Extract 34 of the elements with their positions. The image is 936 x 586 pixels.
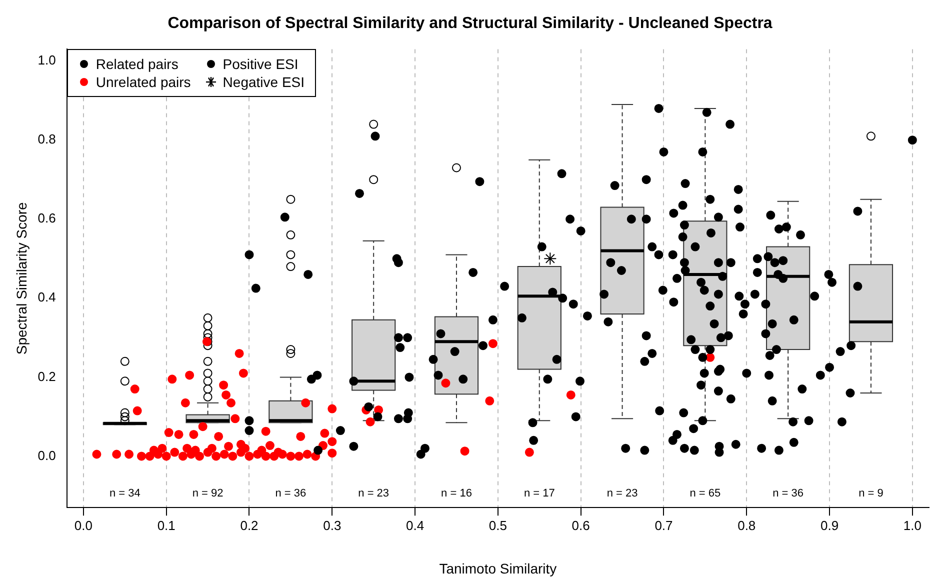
annotation: n = 16 (441, 488, 472, 500)
y-tick-label: 0.6 (38, 210, 56, 226)
x-tick-label: 0.7 (654, 518, 673, 533)
legend-label: Related pairs (96, 56, 178, 72)
x-tick-label: 0.3 (323, 518, 342, 533)
x-tick-label: 0.4 (406, 518, 424, 533)
annotation: n = 34 (109, 488, 140, 500)
x-tick-label: 0.6 (572, 518, 590, 533)
annotation: n = 36 (772, 488, 804, 500)
legend-label: Positive ESI (222, 56, 298, 72)
y-tick-label: 0.2 (38, 368, 56, 384)
legend-label: Unrelated pairs (96, 74, 191, 90)
annotation: n = 23 (606, 488, 638, 500)
annotation: n = 65 (690, 488, 721, 500)
y-axis-title: Spectral Similarity Score (13, 202, 30, 355)
y-tick-label: 0.8 (38, 132, 56, 147)
y-tick-label: 1.0 (38, 52, 56, 68)
x-tick-label: 0.1 (157, 518, 176, 533)
x-tick-label: 0.8 (738, 518, 756, 533)
x-tick-label: 0.0 (74, 518, 92, 533)
y-tick-label: 0.0 (38, 448, 56, 463)
y-tick-label: 0.4 (38, 290, 56, 305)
annotation: n = 17 (524, 488, 555, 500)
x-tick-label: 1.0 (903, 518, 922, 533)
x-axis-title: Tanimoto Similarity (439, 560, 557, 576)
x-tick-label: 0.5 (488, 518, 507, 533)
chart-title: Comparison of Spectral Similarity and Structural Similarity - Uncleaned Spectra (168, 15, 772, 32)
annotation: n = 92 (192, 488, 224, 500)
legend-label: Negative ESI (222, 74, 305, 90)
x-tick-label: 0.9 (820, 518, 839, 533)
x-tick-label: 0.2 (240, 518, 258, 533)
annotation: n = 36 (275, 488, 306, 500)
annotation: n = 23 (358, 488, 390, 500)
annotation: n = 9 (858, 488, 884, 500)
